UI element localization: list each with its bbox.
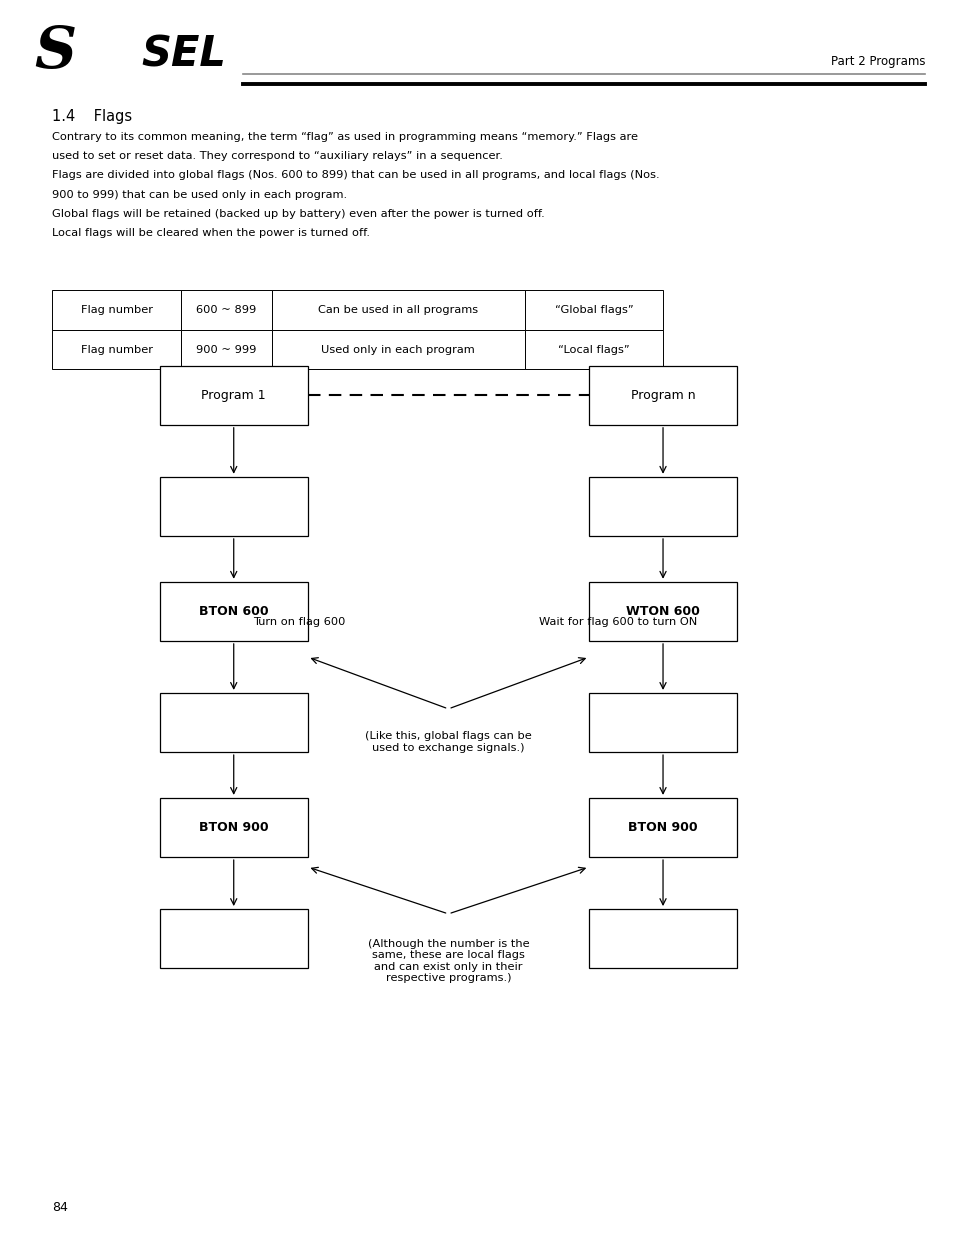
FancyBboxPatch shape — [524, 290, 662, 330]
Text: Flag number: Flag number — [81, 305, 152, 315]
FancyBboxPatch shape — [588, 909, 736, 968]
Text: Turn on flag 600: Turn on flag 600 — [253, 618, 345, 627]
Text: Program 1: Program 1 — [201, 389, 266, 401]
Text: BTON 900: BTON 900 — [628, 821, 697, 834]
FancyBboxPatch shape — [159, 366, 307, 425]
FancyBboxPatch shape — [588, 366, 736, 425]
FancyBboxPatch shape — [588, 477, 736, 536]
Text: 84: 84 — [52, 1202, 69, 1214]
FancyBboxPatch shape — [272, 290, 524, 330]
Text: Contrary to its common meaning, the term “flag” as used in programming means “me: Contrary to its common meaning, the term… — [52, 132, 638, 142]
Text: Program n: Program n — [630, 389, 695, 401]
Text: 900 ~ 999: 900 ~ 999 — [196, 345, 256, 354]
Text: (Although the number is the
same, these are local flags
and can exist only in th: (Although the number is the same, these … — [367, 939, 529, 983]
Text: Used only in each program: Used only in each program — [321, 345, 475, 354]
FancyBboxPatch shape — [52, 290, 181, 330]
FancyBboxPatch shape — [272, 330, 524, 369]
FancyBboxPatch shape — [524, 330, 662, 369]
FancyBboxPatch shape — [159, 477, 307, 536]
Text: Can be used in all programs: Can be used in all programs — [318, 305, 477, 315]
Text: Flags are divided into global flags (Nos. 600 to 899) that can be used in all pr: Flags are divided into global flags (Nos… — [52, 170, 659, 180]
FancyBboxPatch shape — [181, 330, 272, 369]
FancyBboxPatch shape — [588, 693, 736, 752]
Text: “Global flags”: “Global flags” — [554, 305, 633, 315]
Text: (Like this, global flags can be
used to exchange signals.): (Like this, global flags can be used to … — [365, 731, 531, 752]
Text: S: S — [34, 23, 76, 80]
Text: SEL: SEL — [141, 33, 226, 75]
FancyBboxPatch shape — [181, 290, 272, 330]
Text: Flag number: Flag number — [81, 345, 152, 354]
Text: used to set or reset data. They correspond to “auxiliary relays” in a sequencer.: used to set or reset data. They correspo… — [52, 151, 503, 162]
FancyBboxPatch shape — [159, 582, 307, 641]
Text: 600 ~ 899: 600 ~ 899 — [196, 305, 256, 315]
FancyBboxPatch shape — [159, 798, 307, 857]
Text: BTON 600: BTON 600 — [199, 605, 268, 618]
FancyBboxPatch shape — [159, 909, 307, 968]
Text: Local flags will be cleared when the power is turned off.: Local flags will be cleared when the pow… — [52, 227, 370, 238]
Text: 1.4    Flags: 1.4 Flags — [52, 109, 132, 124]
FancyBboxPatch shape — [52, 330, 181, 369]
FancyBboxPatch shape — [588, 798, 736, 857]
Text: WTON 600: WTON 600 — [625, 605, 700, 618]
Text: Wait for flag 600 to turn ON: Wait for flag 600 to turn ON — [538, 618, 697, 627]
Text: BTON 900: BTON 900 — [199, 821, 268, 834]
FancyBboxPatch shape — [159, 693, 307, 752]
FancyBboxPatch shape — [588, 582, 736, 641]
Text: “Local flags”: “Local flags” — [558, 345, 629, 354]
Text: Part 2 Programs: Part 2 Programs — [830, 56, 924, 68]
Text: Global flags will be retained (backed up by battery) even after the power is tur: Global flags will be retained (backed up… — [52, 209, 545, 219]
Text: 900 to 999) that can be used only in each program.: 900 to 999) that can be used only in eac… — [52, 190, 347, 200]
